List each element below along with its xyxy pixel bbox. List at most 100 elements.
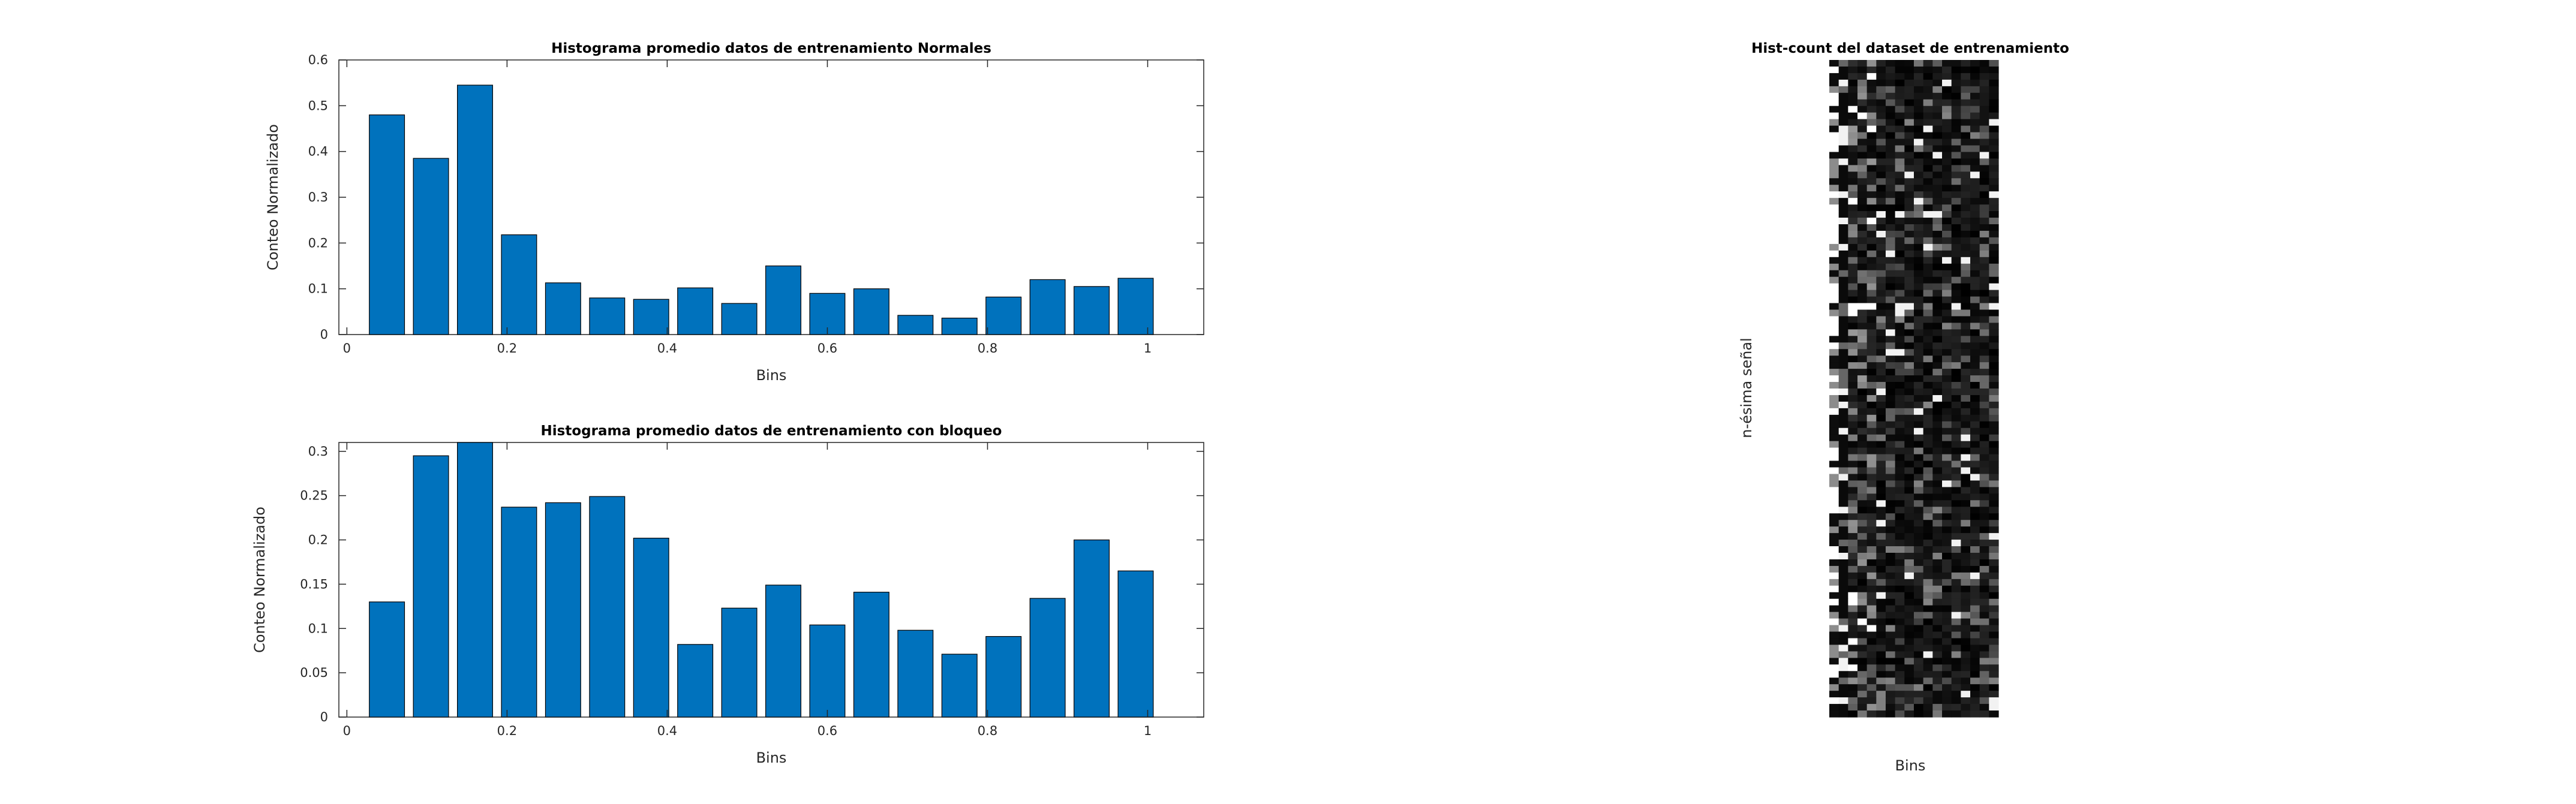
heatmap-cell [1848, 559, 1858, 567]
heatmap-cell [1932, 671, 1943, 678]
heatmap-cell [1866, 520, 1877, 527]
heatmap-cell [1942, 165, 1952, 172]
x-tick-label: 0.4 [657, 724, 677, 738]
heatmap-cell [1904, 677, 1914, 685]
heatmap-cell [1895, 533, 1905, 540]
heatmap-cell [1876, 540, 1886, 547]
heatmap-cell [1876, 86, 1886, 94]
heatmap-cell [1829, 290, 1839, 297]
heatmap-cell [1866, 500, 1877, 507]
heatmap-cell [1857, 270, 1868, 278]
heatmap-cell [1838, 520, 1848, 527]
heatmap-cell [1895, 263, 1905, 271]
heatmap-cell [1923, 408, 1933, 415]
heatmap-cell [1904, 658, 1914, 665]
y-tick-label: 0.1 [308, 282, 328, 296]
heatmap-cell [1961, 677, 1971, 685]
heatmap-cell [1829, 638, 1839, 646]
heatmap-cell [1866, 572, 1877, 580]
heatmap-cell [1951, 309, 1961, 317]
heatmap-cell [1895, 303, 1905, 311]
heatmap-cell [1914, 677, 1924, 685]
heatmap-cell [1838, 60, 1848, 67]
heatmap-cell [1923, 171, 1933, 179]
heatmap-cell [1979, 112, 1989, 120]
heatmap-cell [1970, 605, 1980, 613]
heatmap-cell [1838, 191, 1848, 198]
heatmap-cell [1904, 99, 1914, 107]
heatmap-cell [1942, 362, 1952, 369]
heatmap-cell [1886, 230, 1896, 238]
heatmap-cell [1829, 270, 1839, 278]
heatmap-cell [1886, 119, 1896, 127]
heatmap-cell [1848, 638, 1858, 646]
heatmap-cell [1932, 467, 1943, 475]
heatmap-cell [1942, 565, 1952, 573]
heatmap-cell [1895, 250, 1905, 258]
heatmap-cell [1923, 414, 1933, 422]
heatmap-cell [1857, 447, 1868, 455]
heatmap-cell [1951, 585, 1961, 593]
heatmap-cell [1970, 145, 1980, 153]
heatmap-cell [1932, 250, 1943, 258]
heatmap-cell [1914, 283, 1924, 291]
heatmap-cell [1923, 316, 1933, 323]
heatmap-cell [1942, 204, 1952, 212]
heatmap-cell [1886, 349, 1896, 356]
heatmap-cell [1829, 263, 1839, 271]
heatmap-cell [1866, 645, 1877, 652]
heatmap-cell [1829, 191, 1839, 198]
heatmap-cell [1942, 710, 1952, 718]
heatmap-cell [1942, 369, 1952, 376]
heatmap-cell [1886, 165, 1896, 172]
heatmap-cell [1838, 598, 1848, 606]
heatmap-cell [1951, 257, 1961, 264]
heatmap-cell [1838, 697, 1848, 704]
heatmap-cell [1829, 211, 1839, 218]
heatmap-cell [1970, 520, 1980, 527]
heatmap-cell [1961, 513, 1971, 520]
heatmap-cell [1866, 447, 1877, 455]
heatmap-cell [1932, 152, 1943, 159]
heatmap-cell [1932, 572, 1943, 580]
heatmap-cell [1857, 178, 1868, 185]
heatmap-cell [1857, 309, 1868, 317]
bar [1029, 598, 1066, 718]
chart-hist-count-image: Hist-count del dataset de entrenamiento … [1738, 41, 2069, 774]
heatmap-cell [1829, 329, 1839, 336]
heatmap-cell [1848, 119, 1858, 127]
heatmap-cell [1857, 434, 1868, 442]
heatmap-cell [1914, 389, 1924, 396]
heatmap-cell [1848, 290, 1858, 297]
heatmap-cell [1970, 487, 1980, 494]
heatmap-cell [1942, 356, 1952, 363]
heatmap-cell [1923, 99, 1933, 107]
heatmap-cell [1970, 441, 1980, 448]
heatmap-cell [1866, 230, 1877, 238]
heatmap-cell [1932, 112, 1943, 120]
heatmap-cell [1866, 138, 1877, 146]
heatmap-cell [1979, 270, 1989, 278]
heatmap-cell [1979, 401, 1989, 409]
heatmap-cell [1866, 579, 1877, 586]
heatmap-cell [1961, 316, 1971, 323]
heatmap-cell [1979, 283, 1989, 291]
heatmap-cell [1848, 349, 1858, 356]
bar [897, 315, 934, 335]
heatmap-cell [1895, 480, 1905, 487]
heatmap-cell [1914, 526, 1924, 534]
heatmap-cell [1829, 303, 1839, 311]
heatmap-cell [1923, 658, 1933, 665]
heatmap-cell [1829, 592, 1839, 600]
heatmap-cell [1989, 165, 1999, 172]
heatmap-cell [1848, 631, 1858, 639]
heatmap-cell [1979, 441, 1989, 448]
heatmap-cell [1970, 66, 1980, 74]
heatmap-cell [1914, 414, 1924, 422]
heatmap-cell [1942, 276, 1952, 284]
heatmap-cell [1876, 664, 1886, 671]
heatmap-cell [1857, 73, 1868, 80]
heatmap-cell [1942, 171, 1952, 179]
heatmap-cell [1932, 493, 1943, 501]
heatmap-cell [1951, 546, 1961, 553]
